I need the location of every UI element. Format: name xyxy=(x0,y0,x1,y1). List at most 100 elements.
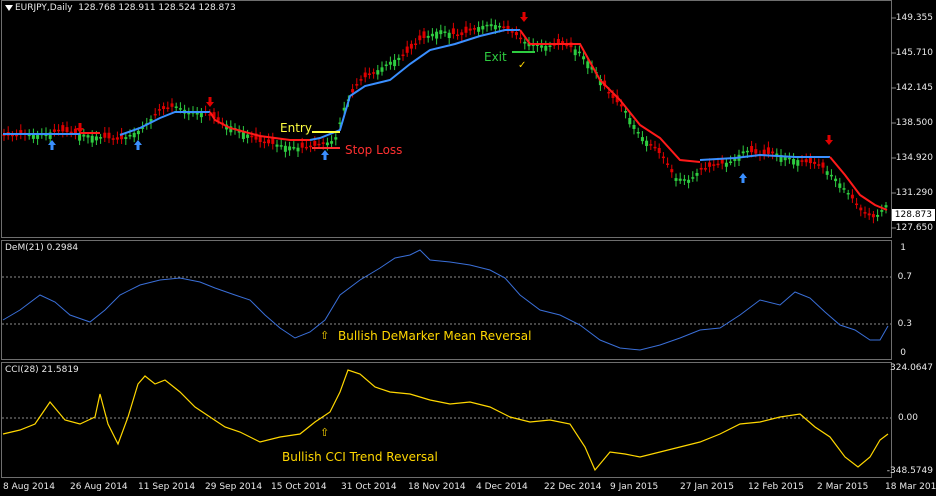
candle-body xyxy=(586,61,590,69)
price-label-3: 142.145 xyxy=(895,83,933,93)
candle-body xyxy=(800,160,804,162)
candle-body xyxy=(342,107,346,111)
date-label-13: 18 Mar 2015 xyxy=(885,482,936,492)
candle-body xyxy=(636,132,640,134)
candle-body xyxy=(615,95,619,103)
candle-body xyxy=(99,137,103,139)
candle-body xyxy=(829,174,833,177)
candle-body xyxy=(73,128,77,134)
candle-body xyxy=(304,146,308,149)
candle-body xyxy=(825,171,829,175)
price-label-2: 145.710 xyxy=(895,48,933,58)
candle-body xyxy=(250,135,254,138)
candle-body xyxy=(485,24,489,27)
candle-body xyxy=(422,31,426,38)
candle-body xyxy=(443,31,447,33)
candle-body xyxy=(267,139,271,144)
candle-body xyxy=(804,159,808,163)
candle-body xyxy=(86,135,90,138)
candle-body xyxy=(691,177,695,179)
cci-arrow-icon: ⇧ xyxy=(320,426,330,439)
cci-pane-border xyxy=(1,362,892,478)
trailing-stop-line xyxy=(309,29,520,141)
candle-body xyxy=(2,134,6,136)
candle-body xyxy=(624,111,628,113)
candle-body xyxy=(527,42,531,47)
candle-body xyxy=(141,127,145,129)
candle-body xyxy=(666,163,670,165)
candle-body xyxy=(435,31,439,39)
candle-body xyxy=(36,134,40,139)
candle-body xyxy=(477,27,481,32)
candle-body xyxy=(775,153,779,157)
candle-body xyxy=(535,44,539,46)
candle-body xyxy=(414,43,418,45)
candle-body xyxy=(61,125,65,132)
demarker-pane[interactable]: DeM(21) 0.2984 1 0.7 0.3 0 ⇧ Bullish DeM… xyxy=(0,240,936,360)
candle-body xyxy=(493,25,497,30)
cci-pane[interactable]: CCI(28) 21.5819 324.0647 0.00 -348.5749 … xyxy=(0,362,936,478)
price-pane[interactable]: EURJPY,Daily 128.768 128.911 128.524 128… xyxy=(0,0,936,238)
candle-body xyxy=(69,131,73,134)
candle-body xyxy=(464,26,468,33)
candle-body xyxy=(31,134,35,139)
candle-body xyxy=(657,147,661,154)
candle-body xyxy=(510,31,514,33)
cci-chart[interactable] xyxy=(0,362,936,478)
candle-body xyxy=(380,67,384,72)
candle-body xyxy=(57,129,61,132)
candle-body xyxy=(489,24,493,27)
candle-body xyxy=(275,144,279,147)
demarker-chart[interactable] xyxy=(0,240,936,360)
candle-body xyxy=(645,140,649,146)
candle-body xyxy=(241,132,245,139)
current-price-badge: 128.873 xyxy=(891,209,935,221)
candle-body xyxy=(678,178,682,181)
candle-body xyxy=(359,79,363,81)
candle-body xyxy=(439,30,443,35)
chart-menu-triangle-icon[interactable] xyxy=(5,5,13,11)
cci-label-bottom: -348.5749 xyxy=(886,466,933,476)
price-label-1: 149.355 xyxy=(895,13,933,23)
up-arrow-icon xyxy=(739,173,747,183)
candle-body xyxy=(687,179,691,183)
candle-body xyxy=(388,61,392,65)
dem-label-07: 0.7 xyxy=(897,272,912,282)
candle-body xyxy=(300,142,304,148)
candle-body xyxy=(712,164,716,166)
candle-body xyxy=(842,188,846,190)
candle-body xyxy=(514,32,518,36)
price-chart[interactable] xyxy=(0,0,936,238)
candle-body xyxy=(216,117,220,121)
candle-body xyxy=(208,114,212,116)
candle-body xyxy=(846,192,850,195)
candle-body xyxy=(258,136,262,143)
candle-body xyxy=(670,169,674,173)
cci-line xyxy=(2,369,889,472)
candle-body xyxy=(170,103,174,107)
candle-body xyxy=(363,72,367,78)
candle-body xyxy=(317,143,321,146)
candle-body xyxy=(157,109,161,111)
price-pane-border xyxy=(1,0,892,238)
candle-body xyxy=(418,35,422,41)
trailing-stop-line xyxy=(119,111,210,136)
date-label-12: 2 Mar 2015 xyxy=(817,482,869,492)
candle-body xyxy=(619,104,623,107)
date-label-7: 4 Dec 2014 xyxy=(476,482,528,492)
demarker-annotation: Bullish DeMarker Mean Reversal xyxy=(338,329,532,343)
candle-body xyxy=(271,137,275,144)
demarker-arrow-icon: ⇧ xyxy=(320,329,330,342)
candle-body xyxy=(720,159,724,164)
candle-body xyxy=(640,137,644,142)
candle-body xyxy=(313,141,317,146)
candle-body xyxy=(111,138,115,140)
price-label-4: 138.500 xyxy=(895,118,933,128)
candle-body xyxy=(762,149,766,155)
candle-body xyxy=(741,151,745,154)
candle-body xyxy=(808,156,812,164)
candle-body xyxy=(254,133,258,140)
candle-body xyxy=(649,144,653,146)
candle-body xyxy=(481,25,485,30)
candle-body xyxy=(787,157,791,160)
